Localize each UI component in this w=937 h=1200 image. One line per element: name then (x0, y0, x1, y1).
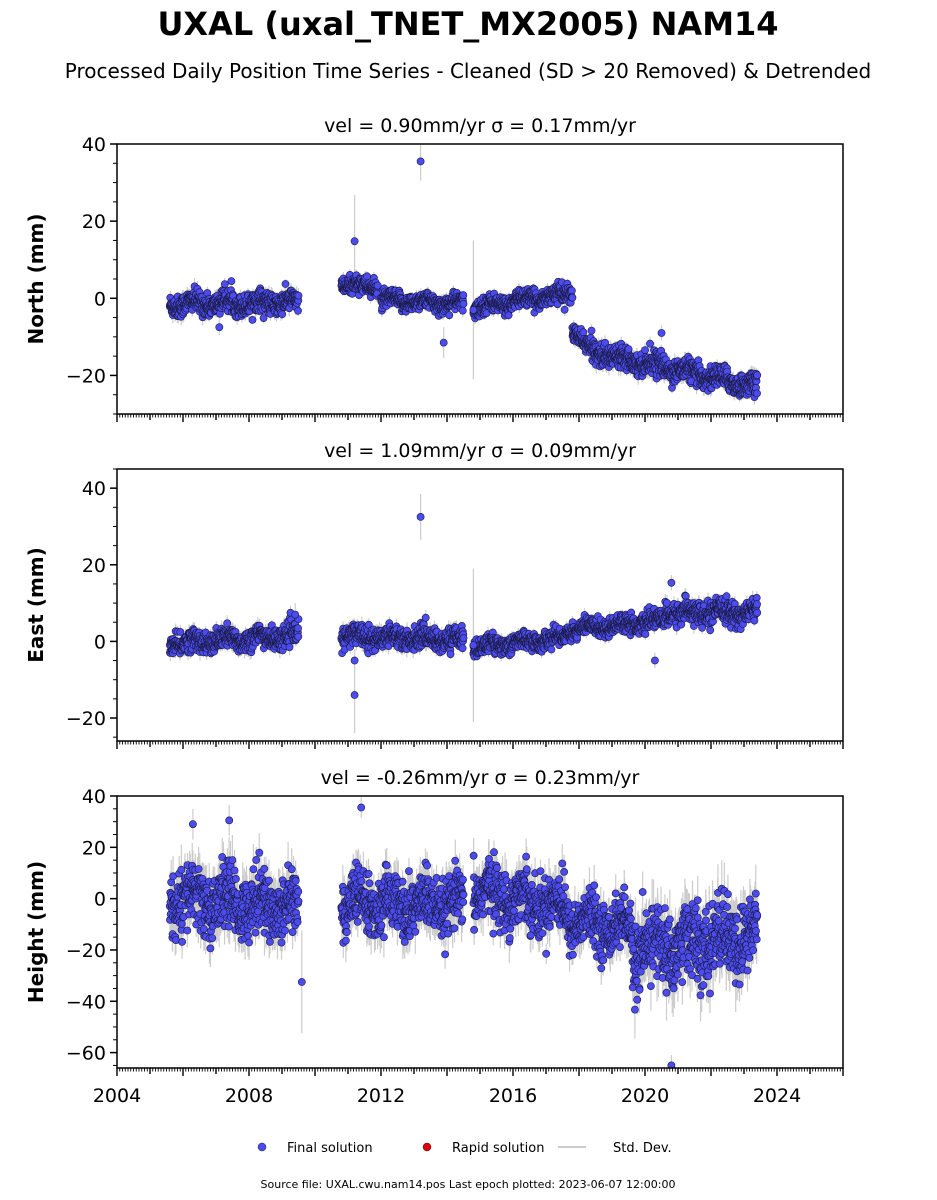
data-point (753, 371, 762, 380)
plot-area (165, 493, 762, 734)
data-point (220, 280, 229, 288)
data-point (587, 326, 596, 335)
figure-title: UXAL (uxal_TNET_MX2005) NAM14 (157, 5, 778, 43)
panel-north: vel = 0.90mm/yr σ = 0.17mm/yr North (mm)−… (24, 115, 844, 422)
data-point (458, 306, 467, 315)
data-point (504, 311, 513, 320)
y-axis-label: East (mm) (24, 547, 48, 663)
panel-title: vel = 0.90mm/yr σ = 0.17mm/yr (324, 115, 636, 137)
data-point (281, 280, 290, 288)
data-point (350, 237, 359, 246)
data-point (624, 345, 633, 353)
data-point (579, 328, 588, 337)
y-tick-label: 0 (94, 288, 106, 310)
data-point (278, 310, 287, 319)
data-point (215, 323, 224, 332)
data-point (646, 339, 654, 348)
data-point (227, 277, 236, 285)
data-point (259, 314, 268, 322)
data-point (469, 305, 478, 314)
data-point (601, 338, 609, 347)
y-tick-label: −20 (66, 365, 106, 387)
data-point (568, 286, 576, 295)
data-point (641, 346, 649, 354)
data-point (459, 299, 468, 308)
data-point (568, 293, 577, 302)
plot-area (165, 144, 762, 405)
y-tick-label: 40 (82, 134, 106, 156)
data-point (294, 291, 303, 300)
final-solution-points (165, 157, 762, 401)
data-point (416, 157, 425, 166)
panels: vel = 0.90mm/yr σ = 0.17mm/yr North (mm)−… (24, 115, 844, 1107)
data-point (445, 311, 454, 320)
data-point (363, 272, 371, 281)
y-axis-label: North (mm) (24, 213, 48, 344)
y-tick-label: 20 (82, 211, 106, 233)
data-point (560, 305, 569, 314)
data-point (439, 338, 448, 347)
data-point (294, 306, 302, 315)
data-point (657, 329, 666, 337)
data-point (373, 281, 382, 290)
panel-title: vel = 1.09mm/yr σ = 0.09mm/yr (324, 440, 636, 462)
plot-frame (116, 143, 844, 415)
data-point (459, 291, 468, 299)
data-point (753, 389, 761, 398)
data-point (248, 315, 257, 324)
figure-subtitle: Processed Daily Position Time Series - C… (65, 59, 871, 83)
